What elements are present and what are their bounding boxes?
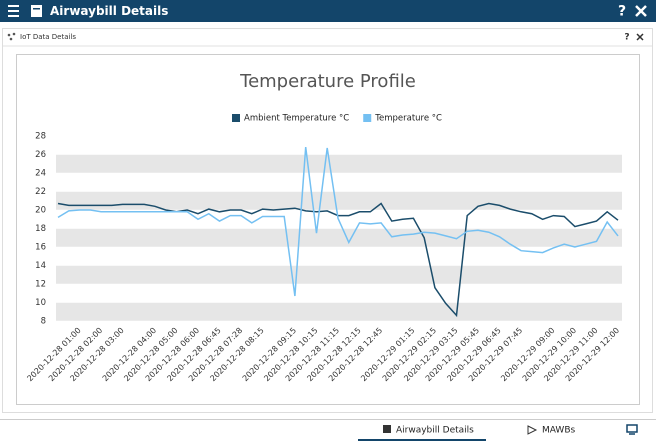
header-title: Airwaybill Details	[50, 4, 168, 18]
tab-label[interactable]: Airwaybill Details	[396, 426, 474, 436]
y-tick-label: 28	[35, 132, 46, 142]
y-tick-label: 18	[35, 224, 46, 234]
y-tick-label: 20	[35, 206, 46, 216]
tab-icon	[383, 425, 391, 433]
grid-band	[56, 265, 622, 284]
panel-title: IoT Data Details	[20, 33, 76, 41]
y-tick-label: 24	[35, 169, 46, 179]
panel: IoT Data Details ?	[2, 28, 653, 413]
chart-title: Temperature Profile	[239, 71, 416, 92]
mawb-icon	[527, 425, 538, 435]
top-bar: Airwaybill Details ?	[0, 0, 656, 22]
tab-bar-svg: Airwaybill Details MAWBs	[358, 420, 638, 441]
grid-band	[56, 302, 622, 321]
legend-label: Temperature °C	[374, 114, 442, 124]
y-tick-label: 26	[35, 150, 46, 160]
chart: Temperature Profile 8 10 12 14 16 18 20 22 24 26 2…	[16, 54, 640, 405]
document-icon-line	[33, 8, 40, 10]
legend-swatch	[363, 114, 372, 122]
y-tick-label: 12	[35, 280, 46, 290]
grid-band	[56, 191, 622, 210]
panel-close[interactable]	[636, 33, 644, 41]
monitor-icon[interactable]	[626, 424, 638, 433]
tab-label[interactable]: MAWBs	[542, 426, 576, 436]
top-bar-icons: Airwaybill Details ?	[8, 4, 647, 20]
y-tick-label: 10	[35, 298, 46, 308]
menu-icon[interactable]	[8, 5, 19, 17]
panel-svg: IoT Data Details ?	[3, 32, 652, 47]
series-line	[57, 147, 619, 297]
help-button[interactable]: ?	[618, 4, 626, 20]
tab-underline	[358, 439, 486, 441]
iot-icon	[7, 32, 16, 41]
y-tick-label: 14	[35, 261, 46, 271]
y-tick-label: 8	[41, 317, 46, 327]
close-button[interactable]	[635, 5, 647, 17]
document-icon	[31, 5, 42, 17]
tab-bar: Airwaybill Details MAWBs	[0, 419, 656, 441]
legend-label: Ambient Temperature °C	[244, 114, 349, 124]
grid-band	[56, 228, 622, 247]
y-tick-label: 22	[35, 187, 46, 197]
grid-band	[56, 154, 622, 173]
panel-help[interactable]: ?	[624, 33, 629, 43]
y-tick-label: 16	[35, 243, 46, 253]
legend-swatch	[232, 114, 240, 122]
